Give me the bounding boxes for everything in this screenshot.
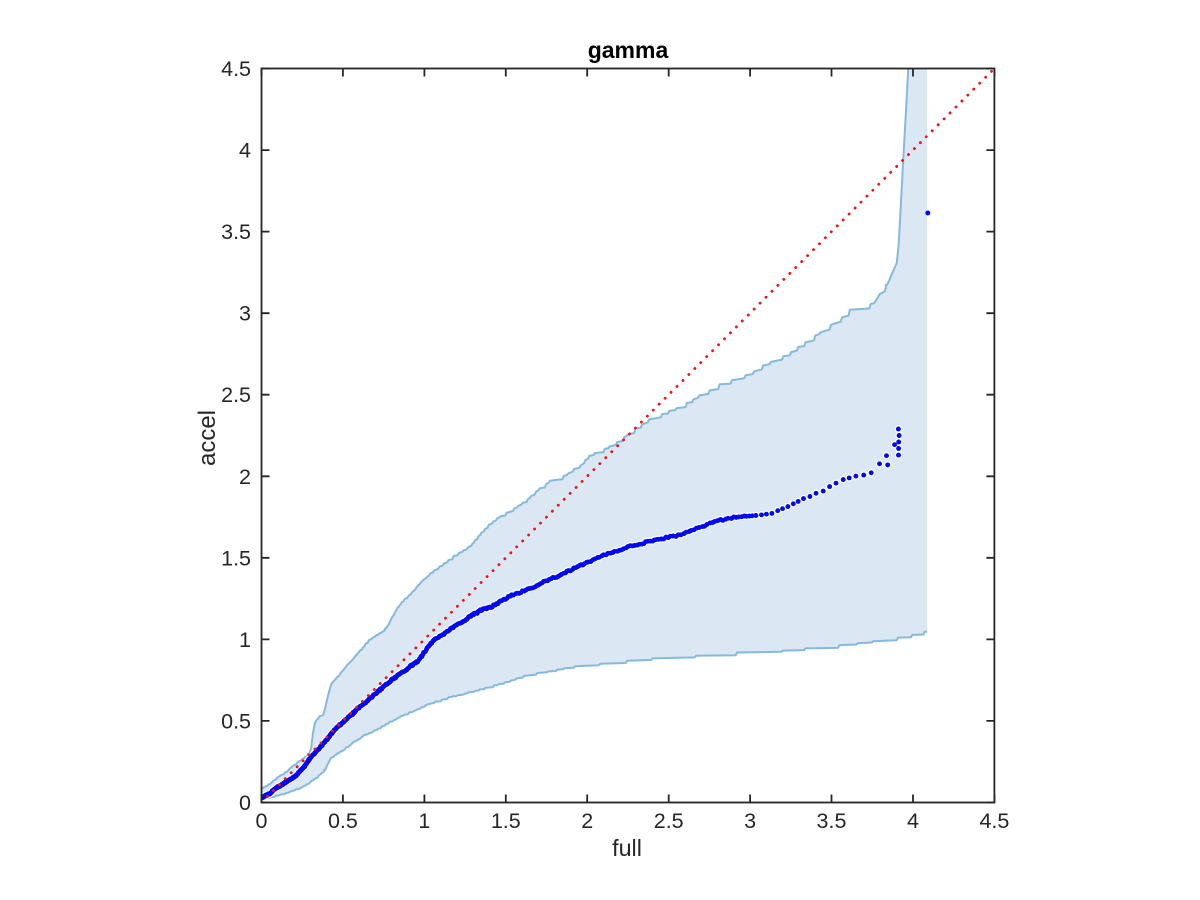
- svg-text:4.5: 4.5: [221, 57, 251, 81]
- svg-text:2.5: 2.5: [654, 809, 684, 833]
- svg-text:3: 3: [239, 302, 251, 326]
- svg-text:3.5: 3.5: [817, 809, 847, 833]
- svg-text:1: 1: [418, 809, 430, 833]
- svg-text:1: 1: [239, 628, 251, 652]
- svg-text:3: 3: [744, 809, 756, 833]
- svg-text:0: 0: [256, 809, 268, 833]
- svg-text:1.5: 1.5: [221, 546, 251, 570]
- svg-text:0.5: 0.5: [221, 709, 251, 733]
- svg-text:gamma: gamma: [588, 37, 669, 63]
- svg-text:0.5: 0.5: [328, 809, 358, 833]
- svg-text:2: 2: [581, 809, 593, 833]
- svg-text:2.5: 2.5: [221, 383, 251, 407]
- svg-text:4.5: 4.5: [979, 809, 1009, 833]
- svg-text:0: 0: [239, 791, 251, 815]
- svg-text:accel: accel: [194, 410, 221, 466]
- svg-text:1.5: 1.5: [491, 809, 521, 833]
- svg-text:4: 4: [239, 139, 251, 163]
- svg-text:4: 4: [907, 809, 919, 833]
- svg-text:2: 2: [239, 465, 251, 489]
- svg-text:full: full: [612, 835, 642, 861]
- svg-text:3.5: 3.5: [221, 220, 251, 244]
